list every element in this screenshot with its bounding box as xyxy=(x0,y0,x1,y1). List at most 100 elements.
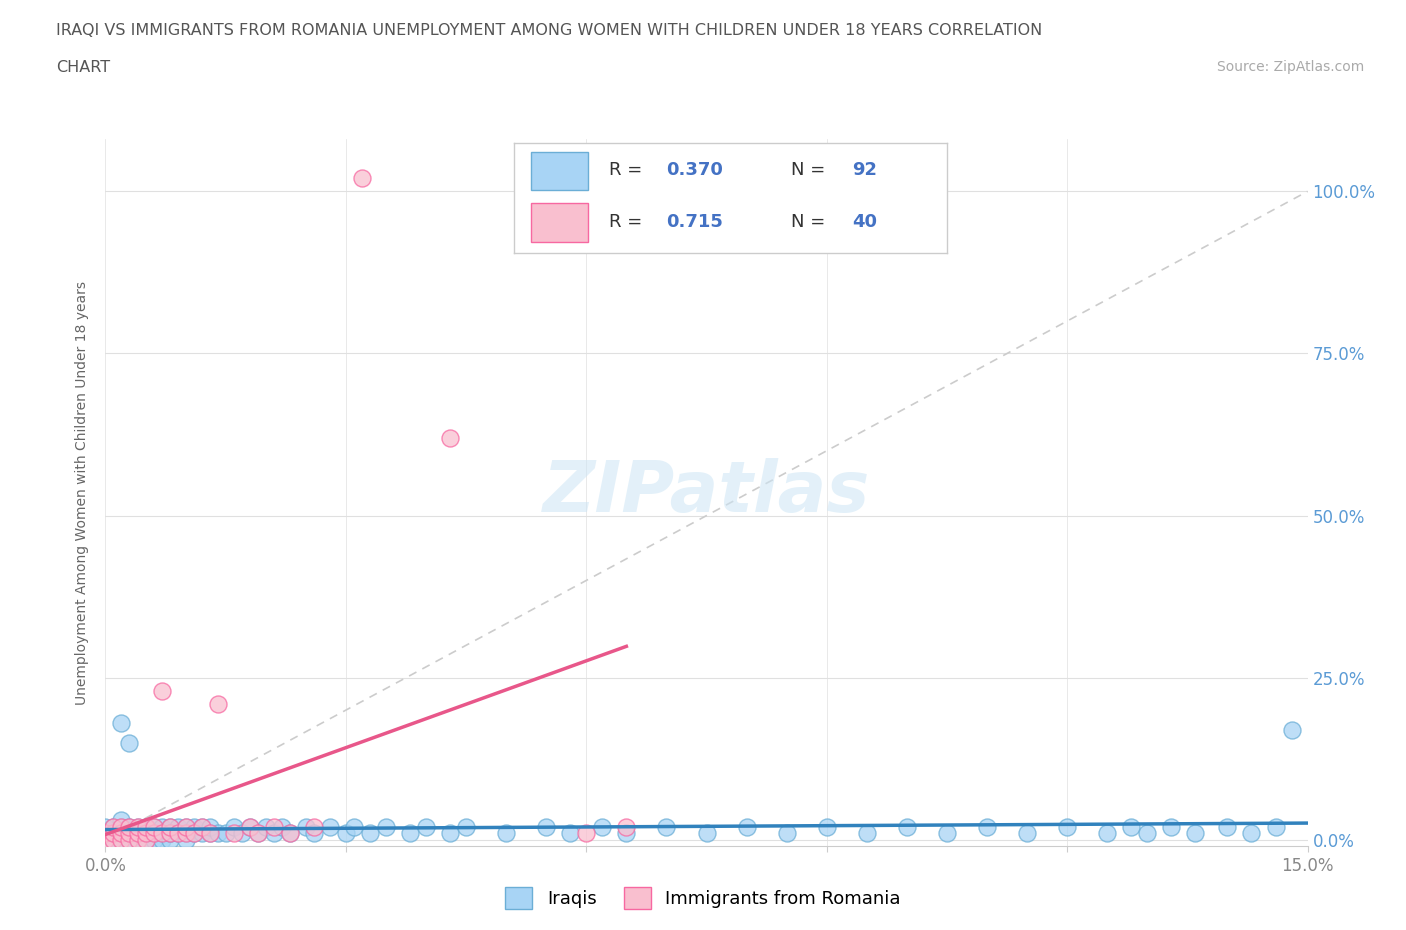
Point xyxy=(560,826,582,841)
Point xyxy=(159,826,181,841)
Point xyxy=(135,826,157,841)
Point xyxy=(118,819,141,834)
Point xyxy=(127,826,149,841)
Point xyxy=(415,819,437,834)
Point xyxy=(103,819,125,834)
Point xyxy=(399,826,422,841)
Point xyxy=(118,832,141,847)
Point xyxy=(110,826,132,841)
Point xyxy=(231,826,253,841)
Point xyxy=(198,826,221,841)
Point xyxy=(135,826,157,841)
Point xyxy=(183,819,205,834)
Text: IRAQI VS IMMIGRANTS FROM ROMANIA UNEMPLOYMENT AMONG WOMEN WITH CHILDREN UNDER 18: IRAQI VS IMMIGRANTS FROM ROMANIA UNEMPLO… xyxy=(56,23,1042,38)
Point xyxy=(150,826,173,841)
Point xyxy=(655,819,678,834)
Point xyxy=(1017,826,1039,841)
Point xyxy=(127,819,149,834)
Point xyxy=(159,826,181,841)
Point xyxy=(207,826,229,841)
Point xyxy=(110,832,132,847)
Point xyxy=(150,819,173,834)
Point xyxy=(246,826,269,841)
Point xyxy=(110,716,132,731)
Point xyxy=(183,826,205,841)
Y-axis label: Unemployment Among Women with Children Under 18 years: Unemployment Among Women with Children U… xyxy=(76,281,90,705)
Point xyxy=(1121,819,1143,834)
Point xyxy=(103,832,125,847)
Point xyxy=(278,826,301,841)
Point xyxy=(127,832,149,847)
Point xyxy=(103,826,125,841)
Point xyxy=(1160,819,1182,834)
Point xyxy=(190,826,212,841)
Point xyxy=(142,819,165,834)
Point xyxy=(118,819,141,834)
Point xyxy=(343,819,366,834)
Point xyxy=(1136,826,1159,841)
Point xyxy=(207,697,229,711)
Point xyxy=(263,819,285,834)
Point xyxy=(374,819,398,834)
Point xyxy=(350,171,373,186)
Point xyxy=(166,826,188,841)
Point xyxy=(335,826,357,841)
Point xyxy=(591,819,613,834)
Point xyxy=(127,819,149,834)
Text: ZIPatlas: ZIPatlas xyxy=(543,458,870,527)
Point xyxy=(222,826,245,841)
Point xyxy=(1281,722,1303,737)
Point xyxy=(94,832,117,847)
Point xyxy=(174,819,197,834)
Point xyxy=(183,826,205,841)
Point xyxy=(118,735,141,750)
Point xyxy=(110,819,132,834)
Point xyxy=(159,819,181,834)
Point xyxy=(454,819,477,834)
Point xyxy=(94,826,117,841)
Point xyxy=(855,826,877,841)
Point xyxy=(142,826,165,841)
Point xyxy=(976,819,998,834)
Point xyxy=(302,826,325,841)
Point xyxy=(103,819,125,834)
Point xyxy=(190,819,212,834)
Point xyxy=(1216,819,1239,834)
Point xyxy=(815,819,838,834)
Point xyxy=(150,832,173,847)
Point xyxy=(166,819,188,834)
Point xyxy=(110,813,132,828)
Point xyxy=(135,819,157,834)
Point xyxy=(222,819,245,834)
Point xyxy=(735,819,758,834)
Legend: Iraqis, Immigrants from Romania: Iraqis, Immigrants from Romania xyxy=(498,880,908,916)
Point xyxy=(159,832,181,847)
Point xyxy=(1264,819,1286,834)
Point xyxy=(118,832,141,847)
Point xyxy=(142,826,165,841)
Point xyxy=(616,819,638,834)
Point xyxy=(118,826,141,841)
Point xyxy=(190,819,212,834)
Point xyxy=(118,832,141,847)
Point xyxy=(495,826,517,841)
Point xyxy=(270,819,292,834)
Point xyxy=(214,826,236,841)
Point xyxy=(575,826,598,841)
Point xyxy=(616,826,638,841)
Point xyxy=(127,832,149,847)
Point xyxy=(278,826,301,841)
Point xyxy=(110,819,132,834)
Point xyxy=(110,826,132,841)
Point xyxy=(319,819,342,834)
Point xyxy=(103,826,125,841)
Point xyxy=(174,819,197,834)
Point xyxy=(94,819,117,834)
Point xyxy=(295,819,318,834)
Point xyxy=(1097,826,1119,841)
Point xyxy=(142,832,165,847)
Point xyxy=(135,832,157,847)
Point xyxy=(159,819,181,834)
Point xyxy=(439,826,461,841)
Point xyxy=(936,826,959,841)
